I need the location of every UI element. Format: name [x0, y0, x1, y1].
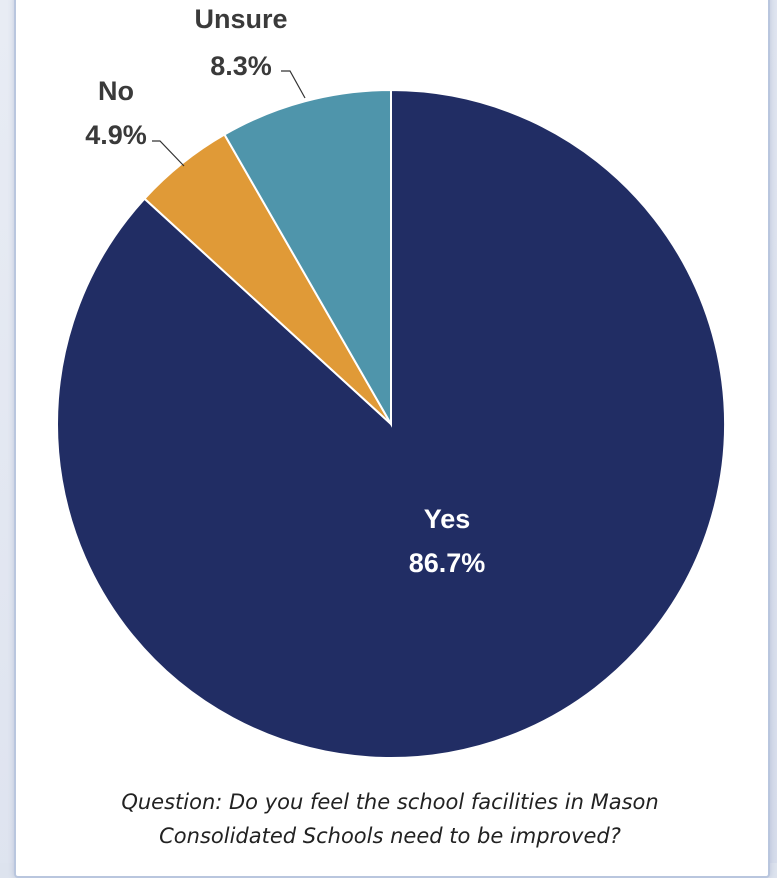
chart-caption: Question: Do you feel the school facilit…	[40, 785, 740, 853]
slice-label-unsure: Unsure	[194, 4, 287, 34]
caption-line-2: Consolidated Schools need to be improved…	[159, 824, 621, 848]
slice-value-unsure: 8.3%	[210, 51, 272, 81]
slice-label-no: No	[98, 76, 134, 106]
leader-line-no	[152, 140, 185, 167]
slice-value-yes: 86.7%	[409, 548, 486, 578]
pie-slice-unsure	[223, 88, 392, 428]
leader-line-unsure	[281, 70, 306, 99]
slice-value-no: 4.9%	[85, 120, 147, 150]
caption-line-1: Question: Do you feel the school facilit…	[121, 790, 659, 814]
slice-label-yes: Yes	[424, 504, 471, 534]
